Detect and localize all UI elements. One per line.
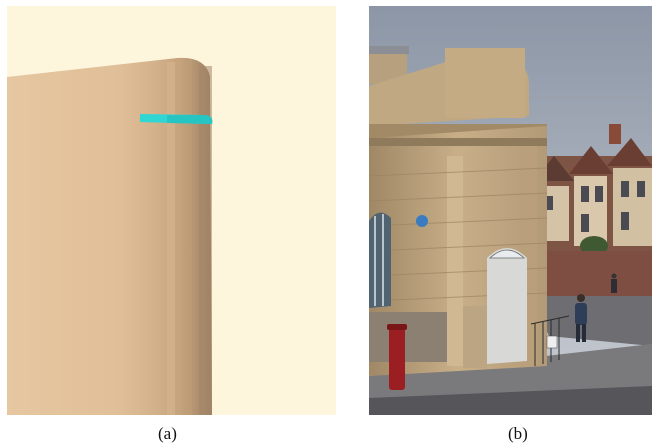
panel-b-photo xyxy=(369,6,652,415)
pedestrian-distant xyxy=(611,273,617,293)
blue-circle-plaque-icon xyxy=(416,215,428,227)
street-sign xyxy=(546,335,558,349)
render-wall xyxy=(7,57,212,415)
stone-building xyxy=(369,46,548,376)
brick-wall xyxy=(544,251,652,296)
road-foreground xyxy=(369,386,652,415)
render-shade-strip xyxy=(183,60,192,415)
panel-a-render xyxy=(7,6,336,415)
caption-b: (b) xyxy=(508,424,528,443)
red-post-box-icon xyxy=(389,326,405,390)
pedestrian xyxy=(575,294,587,342)
photo-canvas xyxy=(369,6,652,415)
render-canvas xyxy=(7,6,336,415)
caption-a: (a) xyxy=(158,424,177,443)
render-shade-strip xyxy=(199,66,212,415)
cyan-band-shade xyxy=(167,115,213,124)
road xyxy=(529,291,652,346)
render-shade-strip xyxy=(167,62,175,415)
